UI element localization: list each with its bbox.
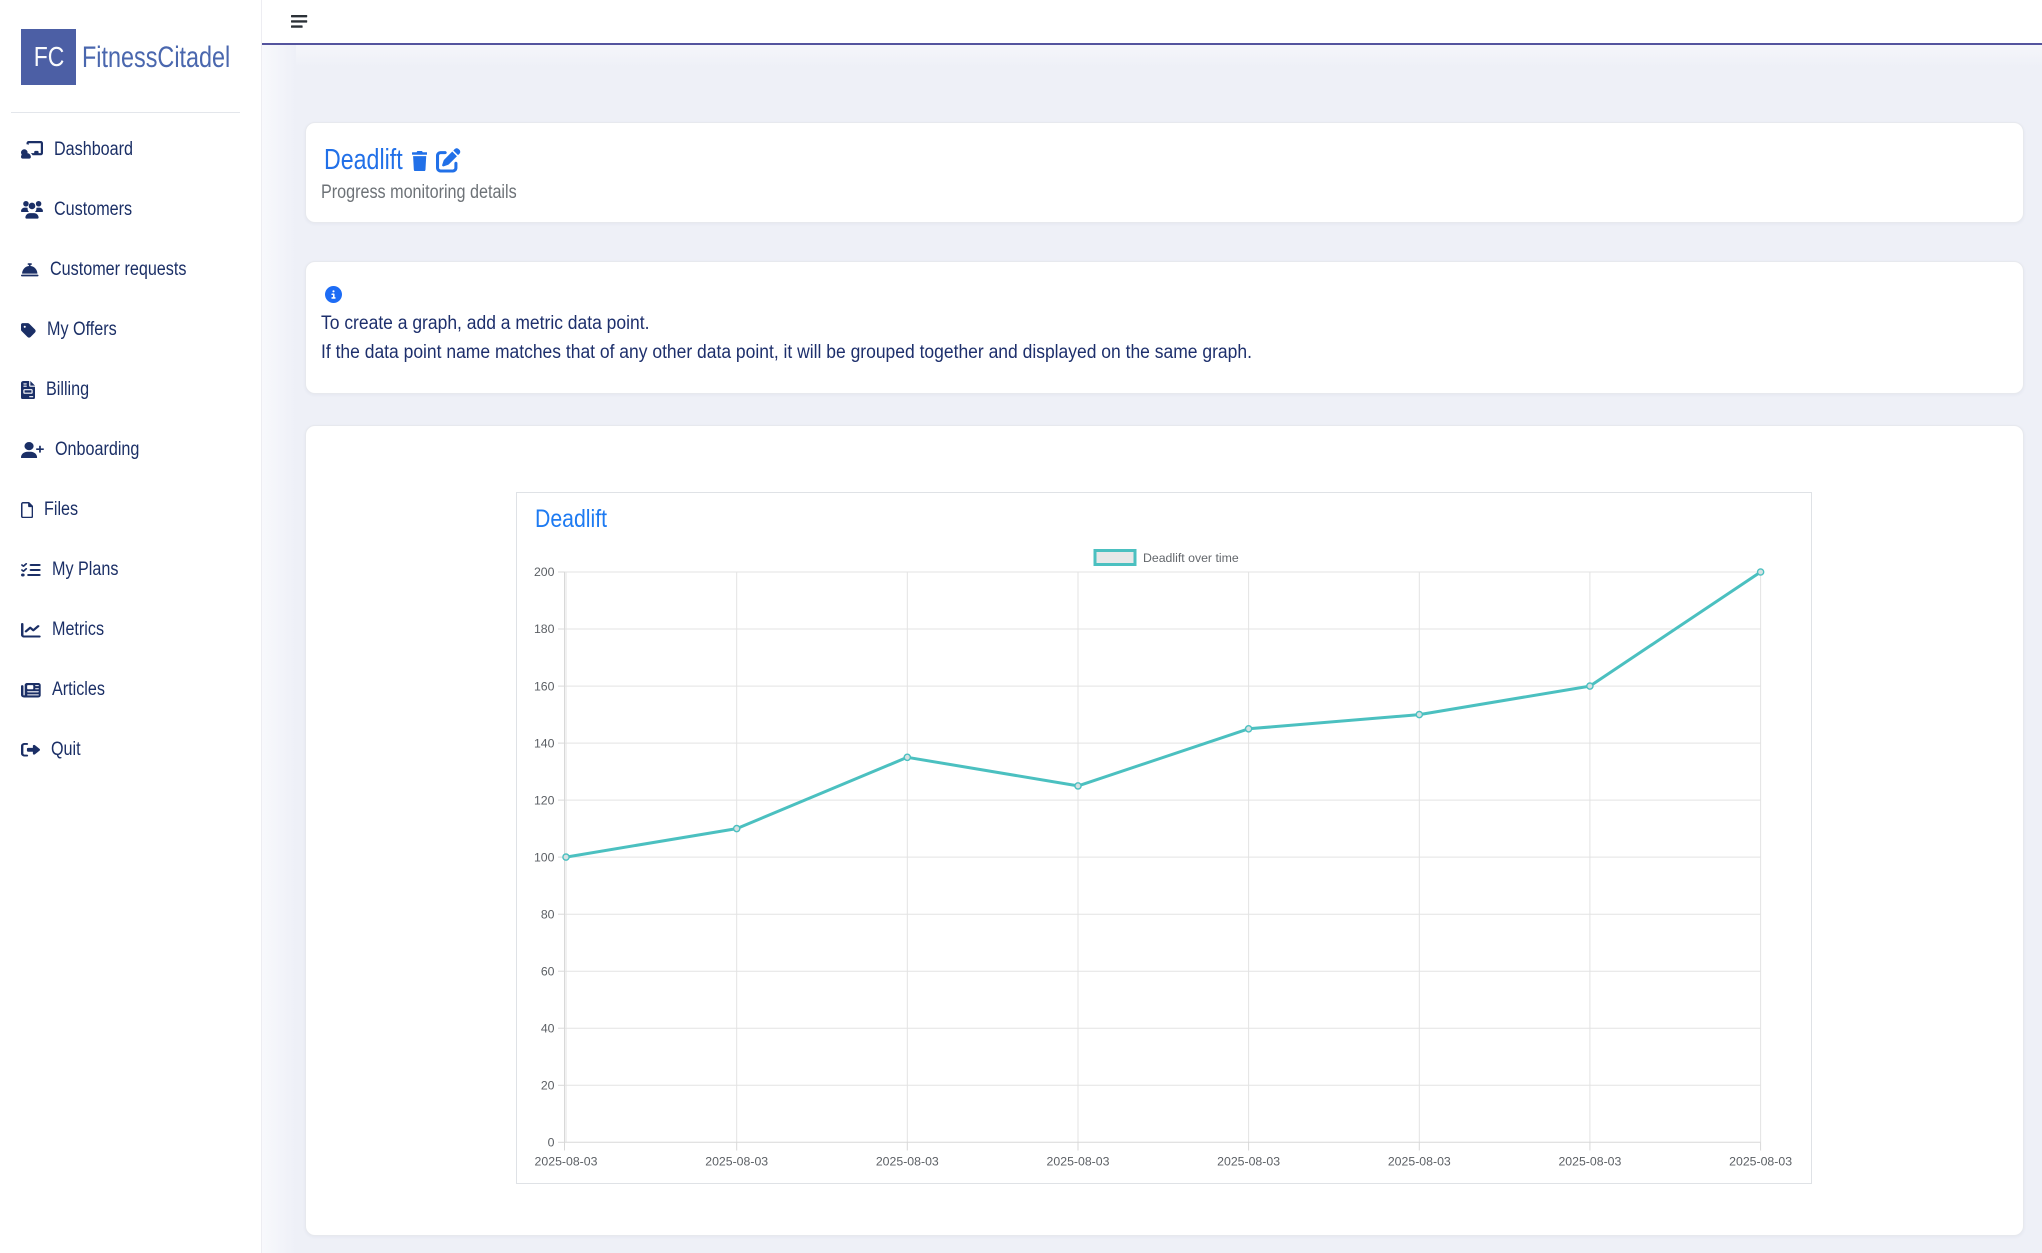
svg-text:180: 180 <box>534 622 555 636</box>
svg-text:2025-08-03: 2025-08-03 <box>1558 1155 1621 1169</box>
svg-text:2025-08-03: 2025-08-03 <box>705 1155 768 1169</box>
svg-text:2025-08-03: 2025-08-03 <box>1217 1155 1280 1169</box>
svg-text:2025-08-03: 2025-08-03 <box>876 1155 939 1169</box>
svg-text:40: 40 <box>541 1021 555 1035</box>
svg-text:Deadlift over time: Deadlift over time <box>1143 551 1239 565</box>
svg-text:200: 200 <box>534 565 555 579</box>
svg-text:20: 20 <box>541 1079 555 1093</box>
svg-text:2025-08-03: 2025-08-03 <box>535 1155 598 1169</box>
svg-text:140: 140 <box>534 736 555 750</box>
svg-text:100: 100 <box>534 850 555 864</box>
svg-text:60: 60 <box>541 964 555 978</box>
svg-text:120: 120 <box>534 793 555 807</box>
svg-text:2025-08-03: 2025-08-03 <box>1729 1155 1792 1169</box>
svg-text:160: 160 <box>534 679 555 693</box>
svg-text:80: 80 <box>541 907 555 921</box>
svg-text:2025-08-03: 2025-08-03 <box>1388 1155 1451 1169</box>
svg-text:2025-08-03: 2025-08-03 <box>1047 1155 1110 1169</box>
svg-text:0: 0 <box>548 1136 555 1150</box>
